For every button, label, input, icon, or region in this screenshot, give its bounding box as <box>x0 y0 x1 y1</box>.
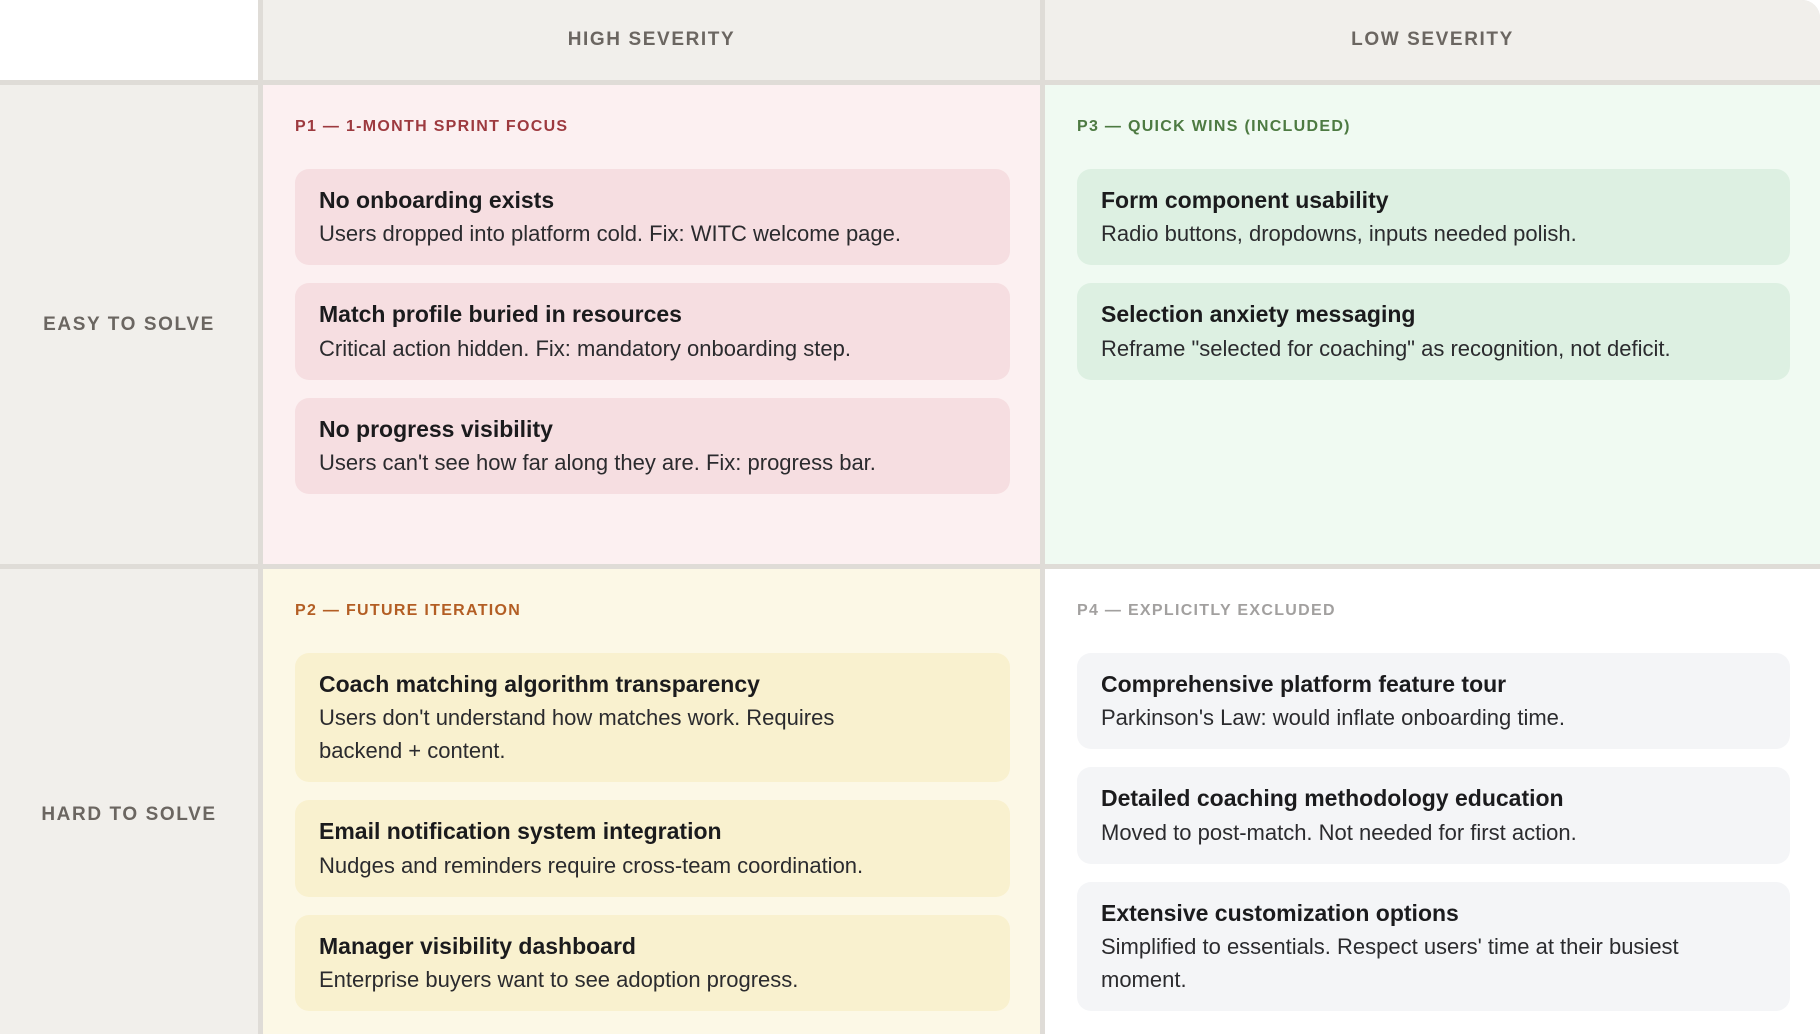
issue-card-description: Critical action hidden. Fix: mandatory o… <box>319 335 851 361</box>
issue-card: Form component usability Radio buttons, … <box>1077 169 1790 266</box>
issue-card: Email notification system integration Nu… <box>295 800 1010 897</box>
quadrant-label: P4 — EXPLICITLY EXCLUDED <box>1077 602 1336 619</box>
issue-card-title: Detailed coaching methodology education <box>1101 785 1564 812</box>
issue-card-description: Enterprise buyers want to see adoption p… <box>319 967 799 993</box>
column-header-high-severity: HIGH SEVERITY <box>263 0 1040 80</box>
corner-cell <box>0 0 258 80</box>
row-header-easy-to-solve: EASY TO SOLVE <box>0 85 258 564</box>
issue-card-description: Moved to post-match. Not needed for firs… <box>1101 819 1577 845</box>
quadrant-p4-excluded: P4 — EXPLICITLY EXCLUDED Comprehensive p… <box>1045 569 1820 1034</box>
issue-card-description: Nudges and reminders require cross-team … <box>319 852 864 878</box>
issue-card-title: Match profile buried in resources <box>319 301 682 328</box>
row-header-label: EASY TO SOLVE <box>43 313 215 335</box>
issue-card-title: Selection anxiety messaging <box>1101 301 1416 328</box>
issue-card: Selection anxiety messaging Reframe "sel… <box>1077 283 1790 380</box>
quadrant-label: P2 — FUTURE ITERATION <box>295 602 522 619</box>
row-header-hard-to-solve: HARD TO SOLVE <box>0 569 258 1034</box>
issue-card: Manager visibility dashboard Enterprise … <box>295 914 1010 1012</box>
issue-card: No progress visibility Users can't see h… <box>295 397 1010 495</box>
issue-card-description: Users dropped into platform cold. Fix: W… <box>319 221 902 247</box>
issue-card: Extensive customization options Simplifi… <box>1077 881 1790 1012</box>
issue-card: No onboarding exists Users dropped into … <box>295 169 1010 266</box>
quadrant-p2-future-iteration: P2 — FUTURE ITERATION Coach matching alg… <box>263 569 1040 1034</box>
issue-card: Detailed coaching methodology education … <box>1077 767 1790 864</box>
issue-card-title: Coach matching algorithm transparency <box>319 671 760 697</box>
issue-card-title: Comprehensive platform feature tour <box>1101 671 1507 697</box>
column-header-label: LOW SEVERITY <box>1351 29 1514 50</box>
issue-card: Comprehensive platform feature tour Park… <box>1077 653 1790 750</box>
issue-card-title: Extensive customization options <box>1101 899 1459 926</box>
issue-card-description: Reframe "selected for coaching" as recog… <box>1101 335 1671 361</box>
column-header-label: HIGH SEVERITY <box>567 29 736 50</box>
quadrant-p3-quick-wins: P3 — QUICK WINS (INCLUDED) Form componen… <box>1045 85 1820 564</box>
quadrant-label: P3 — QUICK WINS (INCLUDED) <box>1077 118 1351 135</box>
issue-card-title: Manager visibility dashboard <box>319 932 636 959</box>
issue-card-description: Users can't see how far along they are. … <box>319 450 876 476</box>
issue-card-description: Parkinson's Law: would inflate onboardin… <box>1101 705 1566 731</box>
column-header-low-severity: LOW SEVERITY <box>1045 0 1820 80</box>
issue-card-title: Form component usability <box>1101 187 1389 213</box>
issue-card: Match profile buried in resources Critic… <box>295 283 1010 380</box>
quadrant-label: P1 — 1-MONTH SPRINT FOCUS <box>295 118 569 135</box>
issue-card: Coach matching algorithm transparency Us… <box>295 653 1010 783</box>
issue-card-title: No onboarding exists <box>319 187 555 213</box>
issue-card-description: Simplified to essentials. Respect users'… <box>1101 934 1679 993</box>
quadrant-p1-sprint-focus: P1 — 1-MONTH SPRINT FOCUS No onboarding … <box>263 85 1040 564</box>
issue-card-description: Radio buttons, dropdowns, inputs needed … <box>1101 221 1577 247</box>
issue-card-title: Email notification system integration <box>319 818 722 845</box>
issue-card-title: No progress visibility <box>319 415 553 442</box>
row-header-label: HARD TO SOLVE <box>41 804 217 825</box>
issue-card-description: Users don't understand how matches work.… <box>319 705 835 764</box>
